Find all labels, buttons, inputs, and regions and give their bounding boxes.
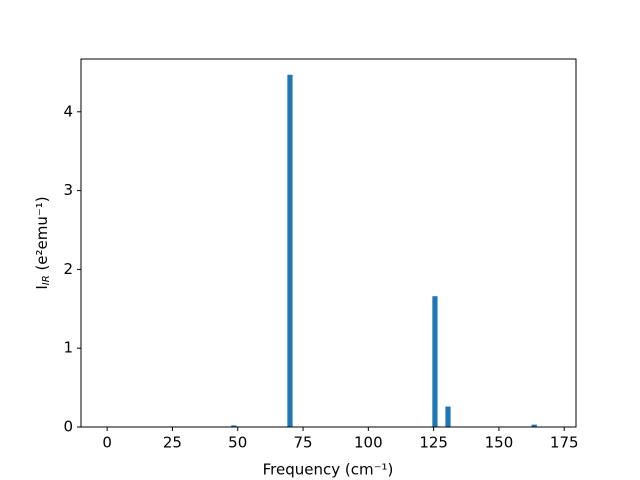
x-tick-label: 175 [550,434,579,452]
x-tick-label: 125 [419,434,448,452]
y-tick-label: 2 [63,260,73,278]
x-axis-label: Frequency (cm⁻¹) [263,461,394,479]
x-tick-label: 150 [485,434,514,452]
y-tick-label: 1 [63,339,73,357]
x-tick-label: 0 [102,434,112,452]
x-tick-label: 75 [293,434,312,452]
x-tick-label: 100 [354,434,383,452]
y-tick-label: 4 [63,102,73,120]
bar [432,296,438,427]
plot-frame [80,58,577,428]
bar [531,424,537,427]
x-tick-label: 25 [163,434,182,452]
bar [287,74,293,428]
y-label-unit: (e²emu⁻¹) [33,196,51,275]
y-label-sub: IR [41,275,52,285]
bar [445,406,451,427]
x-tick-label: 50 [228,434,247,452]
y-tick-label: 3 [63,181,73,199]
y-tick-label: 0 [63,418,73,436]
y-label-main: I [33,285,51,289]
bar [231,425,237,427]
y-axis-label: IIR (e²emu⁻¹) [33,196,53,289]
